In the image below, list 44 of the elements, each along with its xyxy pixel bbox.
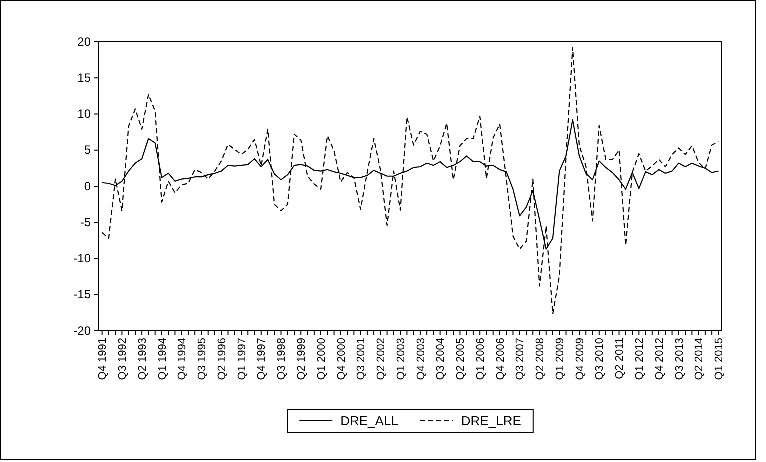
y-tick-label: 10 bbox=[78, 107, 92, 122]
x-tick-label: Q2 2005 bbox=[455, 338, 468, 380]
x-tick-label: Q2 2014 bbox=[694, 338, 706, 380]
x-tick-label: Q2 2011 bbox=[614, 338, 626, 380]
x-tick-label: Q2 1996 bbox=[216, 338, 228, 380]
x-tick-label: Q4 1997 bbox=[256, 338, 268, 380]
x-tick-label: Q3 2007 bbox=[514, 338, 527, 380]
y-tick-label: -15 bbox=[74, 288, 92, 302]
x-tick-label: Q1 1997 bbox=[236, 338, 248, 380]
x-tick-label: Q2 1993 bbox=[136, 338, 149, 380]
x-tick-label: Q3 1992 bbox=[117, 338, 130, 380]
x-tick-label: Q1 2015 bbox=[714, 338, 726, 380]
y-tick-label: -5 bbox=[80, 215, 92, 230]
x-tick-label: Q4 2000 bbox=[336, 338, 348, 380]
x-tick-label: Q3 2001 bbox=[356, 338, 368, 380]
x-tick-label: Q4 2012 bbox=[654, 338, 666, 380]
line-series bbox=[102, 47, 720, 315]
x-tick-label: Q2 2008 bbox=[534, 338, 547, 380]
y-tick-label: 5 bbox=[84, 143, 92, 158]
y-tick-label: -10 bbox=[74, 252, 92, 266]
x-tick-label: Q4 2003 bbox=[415, 338, 428, 380]
x-tick-label: Q4 1991 bbox=[97, 338, 110, 380]
y-tick-label: 15 bbox=[78, 70, 92, 85]
x-tick-label: Q3 2004 bbox=[435, 338, 448, 380]
x-tick-label: Q2 1999 bbox=[296, 338, 308, 380]
x-tick-label: Q4 2009 bbox=[574, 338, 586, 380]
x-tick-label: Q1 2009 bbox=[554, 338, 566, 380]
x-tick-label: Q1 2003 bbox=[395, 338, 408, 380]
x-tick-label: Q2 2002 bbox=[376, 338, 388, 380]
y-tick-label: 20 bbox=[78, 34, 92, 49]
x-tick-label: Q4 1994 bbox=[176, 338, 189, 380]
x-tick-label: Q1 2006 bbox=[474, 338, 487, 380]
y-tick-label: -20 bbox=[74, 324, 92, 338]
x-tick-label: Q3 2010 bbox=[594, 338, 606, 380]
x-tick-label: Q1 2012 bbox=[634, 338, 646, 380]
x-tick-label: Q1 1994 bbox=[156, 338, 169, 380]
y-tick-label: 0 bbox=[84, 179, 92, 194]
legend-label: DRE_LRE bbox=[461, 414, 522, 429]
x-tick-label: Q3 1995 bbox=[196, 338, 209, 380]
x-tick-label: Q3 2013 bbox=[674, 338, 686, 380]
x-tick-label: Q1 2000 bbox=[316, 338, 328, 380]
legend-label: DRE_ALL bbox=[340, 414, 398, 429]
x-tick-label: Q4 2006 bbox=[494, 338, 507, 380]
x-tick-label: Q3 1998 bbox=[276, 338, 288, 380]
